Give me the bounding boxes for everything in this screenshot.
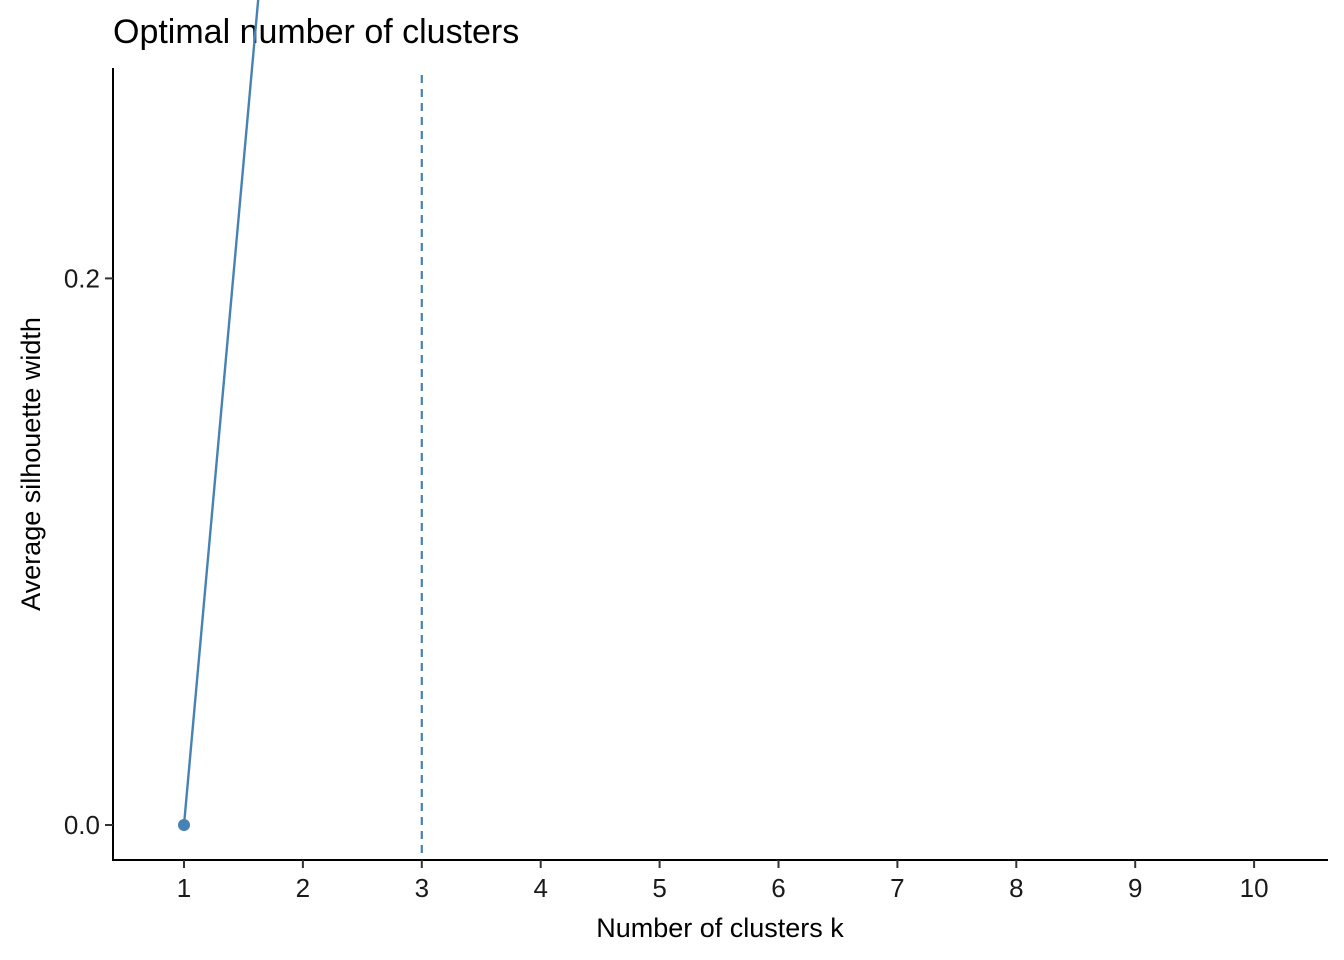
x-tick-label: 10 — [1240, 873, 1269, 903]
y-tick-label: 0.2 — [64, 263, 100, 293]
x-tick-label: 9 — [1128, 873, 1142, 903]
x-tick-label: 8 — [1009, 873, 1023, 903]
x-tick-label: 5 — [652, 873, 666, 903]
plot-area — [178, 0, 423, 860]
x-tick-label: 6 — [771, 873, 785, 903]
y-tick-label: 0.0 — [64, 810, 100, 840]
x-tick-label: 3 — [415, 873, 429, 903]
chart-title: Optimal number of clusters — [113, 13, 519, 51]
x-tick-label: 2 — [296, 873, 310, 903]
x-axis-title: Number of clusters k — [596, 913, 844, 943]
series-line — [182, 0, 260, 826]
x-tick-label: 1 — [177, 873, 191, 903]
x-tick-label: 4 — [533, 873, 547, 903]
data-point — [178, 819, 190, 831]
x-axis-ticks: 1 2 3 4 5 6 7 8 9 10 — [177, 860, 1269, 903]
y-axis-title: Average silhouette width — [16, 317, 46, 611]
x-tick-label: 7 — [890, 873, 904, 903]
y-axis-ticks: 0.00.20.4 — [64, 263, 113, 840]
